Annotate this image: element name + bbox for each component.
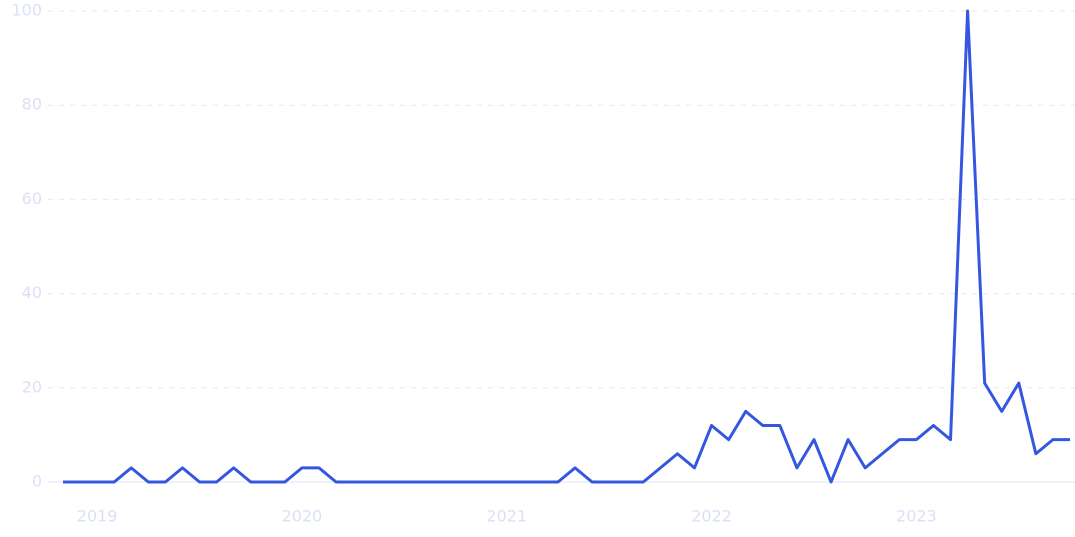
x-tick-label: 2019	[77, 507, 118, 526]
data-line	[63, 9, 1070, 484]
y-tick-label: 20	[22, 377, 42, 396]
y-tick-label: 40	[22, 283, 42, 302]
x-tick-label: 2021	[486, 507, 527, 526]
y-tick-label: 80	[22, 95, 42, 114]
x-tick-label: 2020	[282, 507, 323, 526]
y-tick-label: 100	[11, 1, 42, 20]
y-tick-label: 60	[22, 189, 42, 208]
x-tick-label: 2023	[896, 507, 937, 526]
y-tick-label: 0	[32, 472, 42, 491]
x-tick-label: 2022	[691, 507, 732, 526]
